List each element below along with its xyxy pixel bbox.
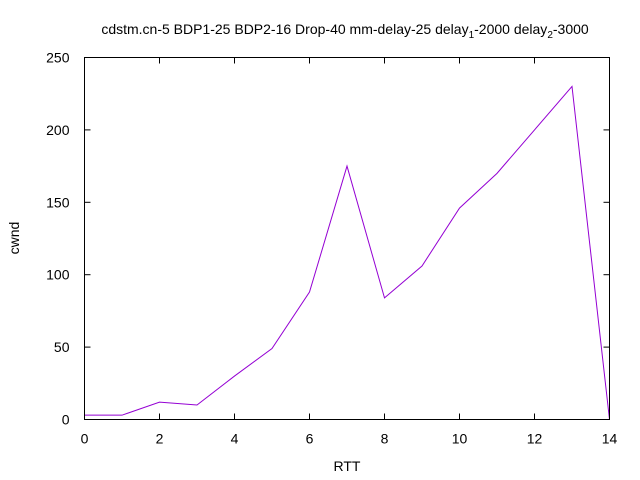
plot-frame <box>84 57 610 420</box>
x-tick-label-4: 8 <box>381 431 389 447</box>
data-point-0-3 <box>197 405 198 406</box>
y-tick-label-1: 50 <box>54 339 70 355</box>
data-point-0-9 <box>422 266 423 267</box>
series-layer <box>84 85 610 420</box>
y-tick-label-0: 0 <box>62 412 70 428</box>
chart-title-mid: -2000 delay <box>474 21 547 37</box>
data-point-0-4 <box>234 376 235 377</box>
x-tick-label-2: 4 <box>231 431 239 447</box>
y-axis-label: cwnd <box>6 222 22 255</box>
axis-ticks <box>84 57 610 420</box>
y-tick-label-3: 150 <box>46 194 70 210</box>
x-tick-label-3: 6 <box>306 431 314 447</box>
data-point-0-2 <box>159 402 160 403</box>
data-point-0-13 <box>572 86 573 87</box>
data-point-0-12 <box>534 129 535 130</box>
y-tick-label-4: 200 <box>46 122 70 138</box>
x-tick-label-1: 2 <box>156 431 164 447</box>
chart-title-tail: -3000 <box>553 21 589 37</box>
x-tick-label-0: 0 <box>81 431 89 447</box>
chart-title: cdstm.cn-5 BDP1-25 BDP2-16 Drop-40 mm-de… <box>101 21 589 41</box>
x-tick-label-7: 14 <box>602 431 618 447</box>
y-tick-label-5: 250 <box>46 50 70 66</box>
data-point-0-7 <box>347 166 348 167</box>
chart-title-subscript-1: 1 <box>469 30 475 41</box>
x-axis-label: RTT <box>334 458 361 474</box>
chart-title-main: cdstm.cn-5 BDP1-25 BDP2-16 Drop-40 mm-de… <box>101 21 468 37</box>
tick-labels: 0 2 4 6 8 10 12 14 0 50 100 150 200 250 <box>46 50 617 447</box>
series-line-0 <box>84 85 610 420</box>
data-point-0-1 <box>122 415 123 416</box>
data-point-0-8 <box>384 297 385 298</box>
data-point-0-5 <box>272 348 273 349</box>
data-point-0-11 <box>497 173 498 174</box>
y-tick-label-2: 100 <box>46 267 70 283</box>
data-point-0-10 <box>459 208 460 209</box>
x-tick-label-6: 12 <box>527 431 543 447</box>
x-tick-label-5: 10 <box>452 431 468 447</box>
chart-title-subscript-2: 2 <box>547 30 553 41</box>
data-point-0-6 <box>309 292 310 293</box>
